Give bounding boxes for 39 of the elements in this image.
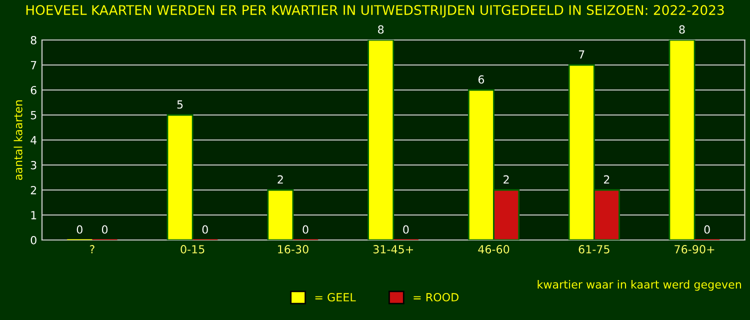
y-tick-label: 8 — [30, 36, 36, 44]
y-tick-label: 6 — [30, 86, 36, 94]
chart-title: HOEVEEL KAARTEN WERDEN ER PER KWARTIER IN UITWEDSTRIJDEN UITGEDEELD IN SEIZOEN: 2022-2023 — [26, 5, 724, 18]
y-tick-label: 5 — [30, 111, 36, 120]
y-tick-label: 2 — [30, 186, 36, 194]
x-tick-label: 46-60 — [478, 245, 510, 254]
y-tick-label: 1 — [31, 211, 36, 220]
bar — [267, 189, 294, 240]
data-label: 8 — [378, 25, 384, 34]
bar — [668, 40, 696, 240]
legend-label: = ROOD — [414, 293, 458, 302]
y-tick-label: 7 — [30, 61, 36, 70]
data-label: 8 — [679, 25, 685, 34]
data-label: 2 — [604, 175, 610, 184]
x-tick-label: ? — [90, 245, 94, 254]
x-tick-label: 0-15 — [180, 245, 204, 254]
x-tick-label: 76-90+ — [674, 245, 714, 254]
data-label: 0 — [704, 225, 710, 234]
y-tick-label: 3 — [30, 160, 36, 170]
data-label: 2 — [504, 175, 509, 184]
bar — [166, 114, 194, 240]
x-tick-label: 16-30 — [278, 245, 308, 254]
data-label: 0 — [302, 225, 308, 234]
y-tick-label: 4 — [30, 136, 37, 144]
legend-label: = GEEL — [315, 293, 356, 302]
data-label: 2 — [278, 175, 283, 184]
data-label: 5 — [177, 100, 183, 109]
data-label: 6 — [478, 75, 484, 84]
data-label: 0 — [403, 225, 409, 234]
x-tick-label: 61-75 — [578, 245, 610, 254]
x-axis-title: kwartier waar in kaart werd gegeven — [538, 280, 741, 291]
data-label: 0 — [76, 225, 82, 234]
data-label: 0 — [102, 225, 108, 234]
data-label: 7 — [578, 50, 584, 59]
y-axis-title: aantal kaarten — [14, 100, 22, 180]
bar — [368, 40, 394, 240]
y-tick-label: 0 — [30, 236, 36, 244]
data-label: 0 — [202, 225, 208, 234]
x-tick-label: 31-45+ — [373, 245, 413, 254]
